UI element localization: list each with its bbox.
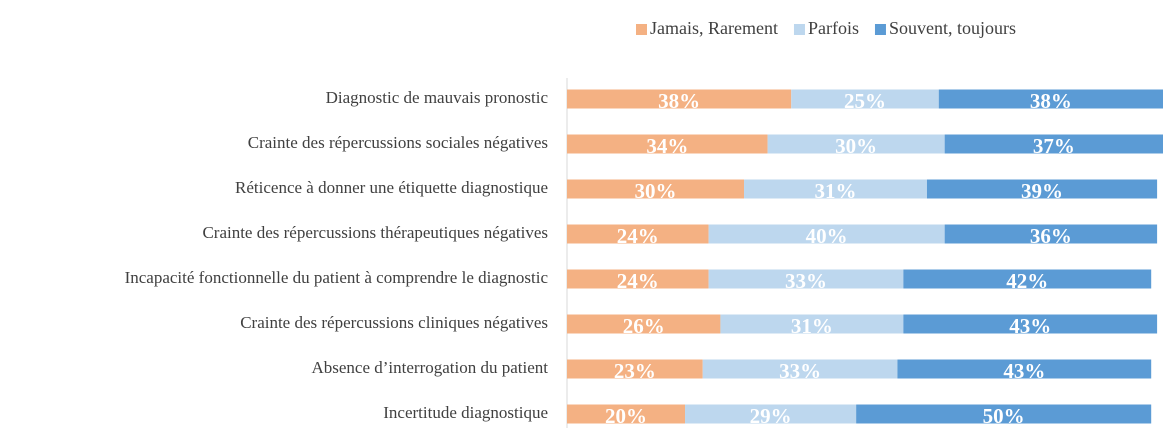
value-label: 30% [835,134,877,158]
value-label: 25% [844,89,886,113]
bar-segment [708,269,904,289]
legend-swatch [793,24,805,35]
category-label: Crainte des répercussions cliniques néga… [240,313,548,332]
value-label: 34% [646,134,688,158]
bar-segment [938,89,1163,109]
legend-label: Souvent, toujours [889,18,1016,38]
bar-segment [708,224,945,244]
bar-segment [720,314,904,334]
bar-segment [791,89,939,109]
value-label: 33% [779,359,821,383]
value-label: 24% [617,224,659,248]
bar-segment [897,359,1152,379]
bar-segment [926,179,1158,199]
category-label: Absence d’interrogation du patient [311,358,548,377]
category-label: Crainte des répercussions sociales négat… [248,133,548,152]
value-label: 36% [1030,224,1072,248]
bar-segment [567,179,745,199]
category-label: Incertitude diagnostique [383,403,548,422]
value-label: 37% [1033,134,1075,158]
value-label: 20% [605,404,647,428]
bar-segment [903,269,1152,289]
category-label: Crainte des répercussions thérapeutiques… [202,223,548,242]
legend-label: Jamais, Rarement [650,18,778,38]
bar-segment [567,404,686,424]
value-label: 30% [635,179,677,203]
value-label: 40% [806,224,848,248]
category-label: Réticence à donner une étiquette diagnos… [235,178,548,197]
bar-segment [702,359,898,379]
value-label: 31% [791,314,833,338]
bar-segment [567,134,768,154]
bar-segment [685,404,857,424]
value-label: 29% [750,404,792,428]
bar-segment [944,224,1158,244]
value-label: 50% [983,404,1025,428]
category-label: Diagnostic de mauvais pronostic [326,88,549,107]
value-label: 38% [658,89,700,113]
value-label: 43% [1009,314,1051,338]
bar-segment [567,269,709,289]
bar-segment [856,404,1152,424]
value-label: 43% [1003,359,1045,383]
value-label: 39% [1021,179,1063,203]
bar-segment [567,89,792,109]
legend-swatch [874,24,886,35]
value-label: 24% [617,269,659,293]
category-label: Incapacité fonctionnelle du patient à co… [125,268,549,287]
bar-segment [744,179,927,199]
bar-segment [567,314,721,334]
legend-swatch [636,24,647,35]
value-label: 33% [785,269,827,293]
bar-segment [767,134,945,154]
legend-label: Parfois [808,18,859,38]
bar-segment [567,359,703,379]
value-label: 26% [623,314,665,338]
value-label: 42% [1006,269,1048,293]
bar-segment [944,134,1163,154]
value-label: 38% [1030,89,1072,113]
bar-segment [903,314,1158,334]
bar-segment [567,224,709,244]
value-label: 31% [814,179,856,203]
value-label: 23% [614,359,656,383]
